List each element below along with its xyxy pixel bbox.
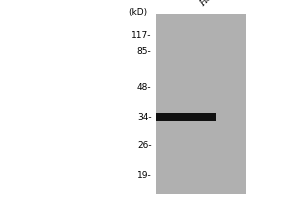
Text: 85-: 85- (137, 47, 152, 56)
Text: 48-: 48- (137, 83, 152, 92)
Text: Hela: Hela (198, 0, 220, 8)
Text: 117-: 117- (131, 30, 152, 40)
Text: 34-: 34- (137, 114, 152, 122)
Text: (kD): (kD) (128, 8, 147, 18)
Text: 19-: 19- (137, 170, 152, 180)
Bar (156, 113, 216, 121)
Bar (156, 14, 246, 194)
Text: 26-: 26- (137, 140, 152, 149)
